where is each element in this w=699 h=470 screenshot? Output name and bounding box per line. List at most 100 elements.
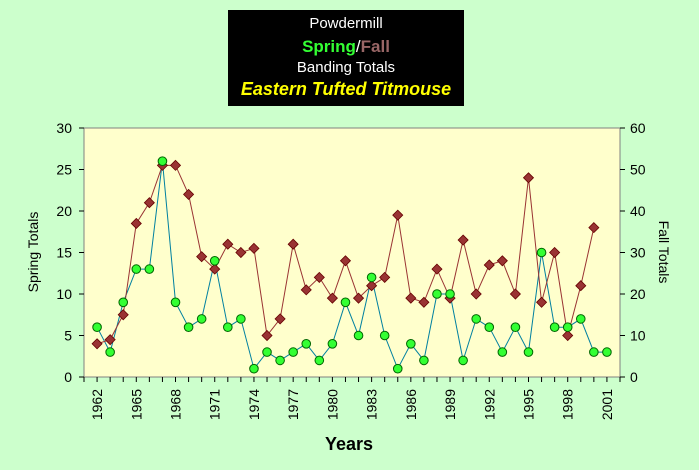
- fall-point: [222, 238, 234, 250]
- fall-point: [117, 309, 129, 321]
- y-right-tick-label: 60: [630, 120, 646, 136]
- fall-point: [457, 234, 469, 246]
- spring-point: [301, 339, 312, 349]
- y-right-tick-label: 0: [630, 369, 638, 385]
- fall-point: [300, 284, 312, 296]
- fall-point: [431, 263, 443, 275]
- spring-point: [314, 355, 325, 366]
- spring-point: [497, 347, 508, 357]
- fall-point: [366, 280, 378, 292]
- fall-point: [248, 242, 260, 254]
- y-right-tick-label: 20: [630, 286, 646, 302]
- species-name: Eastern Tufted Titmouse: [240, 79, 452, 99]
- spring-point: [275, 355, 285, 366]
- y-right-tick-label: 30: [630, 245, 646, 261]
- spring-point: [562, 322, 573, 333]
- fall-point: [91, 338, 103, 350]
- spring-point: [392, 363, 403, 374]
- spring-point: [523, 347, 534, 357]
- spring-point: [536, 247, 547, 258]
- spring-point: [510, 322, 521, 333]
- spring-point: [353, 330, 364, 341]
- fall-point: [209, 263, 221, 275]
- fall-point: [104, 334, 116, 346]
- spring-point: [406, 339, 416, 349]
- spring-point: [249, 363, 259, 374]
- fall-point: [339, 255, 352, 267]
- spring-point: [183, 322, 194, 333]
- fall-point: [183, 188, 195, 200]
- season-separator: /: [355, 37, 361, 56]
- spring-point: [340, 297, 351, 308]
- chart-subtitle: Banding Totals: [296, 59, 396, 76]
- spring-point: [379, 330, 390, 341]
- x-tick-label: 1977: [285, 389, 301, 420]
- x-tick-label: 1980: [324, 389, 340, 420]
- y-right-tick-label: 10: [630, 328, 646, 344]
- fall-point: [405, 292, 417, 304]
- fall-point: [470, 288, 482, 300]
- fall-point: [196, 251, 208, 263]
- y-left-tick-label: 30: [56, 120, 72, 136]
- y-axis-left-title: Spring Totals: [25, 212, 41, 293]
- spring-point: [484, 322, 495, 333]
- spring-point: [223, 322, 233, 333]
- x-tick-label: 1986: [403, 389, 419, 420]
- x-tick-label: 1995: [520, 389, 536, 420]
- spring-point: [575, 314, 586, 324]
- y-left-tick-label: 25: [56, 162, 72, 178]
- spring-point: [92, 322, 102, 333]
- fall-label: Fall: [360, 37, 390, 56]
- spring-point: [458, 355, 468, 366]
- spring-point: [144, 264, 155, 274]
- spring-point: [471, 314, 481, 324]
- spring-point: [196, 314, 207, 324]
- spring-label: Spring: [302, 37, 356, 56]
- spring-point: [327, 339, 338, 349]
- chart-title-box: Powdermill Spring/Fall Banding Totals Ea…: [228, 10, 464, 106]
- x-tick-label: 1998: [560, 389, 576, 420]
- spring-point: [236, 314, 246, 324]
- spring-point: [170, 297, 181, 308]
- spring-point: [445, 289, 455, 299]
- fall-point: [274, 313, 286, 325]
- y-right-tick-label: 50: [630, 162, 646, 178]
- x-tick-label: 1968: [168, 389, 184, 420]
- chart-title-seasons: Spring/Fall: [228, 35, 464, 59]
- fall-point: [313, 271, 325, 283]
- fall-point: [326, 292, 338, 304]
- x-tick-label: 1974: [246, 389, 262, 420]
- x-tick-label: 1965: [128, 389, 144, 420]
- fall-point: [535, 296, 548, 308]
- fall-point: [287, 238, 299, 250]
- fall-point: [169, 159, 182, 171]
- fall-point: [261, 329, 273, 342]
- fall-point: [418, 296, 430, 308]
- spring-point: [366, 272, 377, 283]
- y-left-tick-label: 0: [64, 369, 72, 385]
- spring-point: [105, 347, 115, 357]
- spring-point: [549, 322, 560, 333]
- fall-point: [130, 217, 142, 230]
- fall-point: [483, 259, 495, 271]
- spring-point: [432, 289, 442, 299]
- fall-point: [235, 246, 247, 259]
- spring-point: [589, 347, 599, 357]
- y-left-tick-label: 20: [56, 203, 72, 219]
- spring-point: [131, 264, 142, 274]
- y-left-tick-label: 15: [56, 245, 72, 261]
- x-tick-label: 1971: [207, 389, 223, 420]
- spring-point: [419, 355, 429, 366]
- fall-point: [588, 222, 600, 234]
- chart-title-location: Powdermill: [309, 15, 383, 32]
- x-tick-label: 1983: [364, 389, 380, 420]
- x-tick-label: 2001: [599, 389, 615, 420]
- fall-point: [392, 209, 404, 221]
- fall-point: [379, 271, 391, 283]
- spring-point: [209, 256, 220, 266]
- fall-point: [509, 288, 521, 300]
- spring-point: [118, 297, 129, 308]
- y-axis-right-title: Fall Totals: [656, 221, 672, 284]
- fall-point: [549, 246, 561, 259]
